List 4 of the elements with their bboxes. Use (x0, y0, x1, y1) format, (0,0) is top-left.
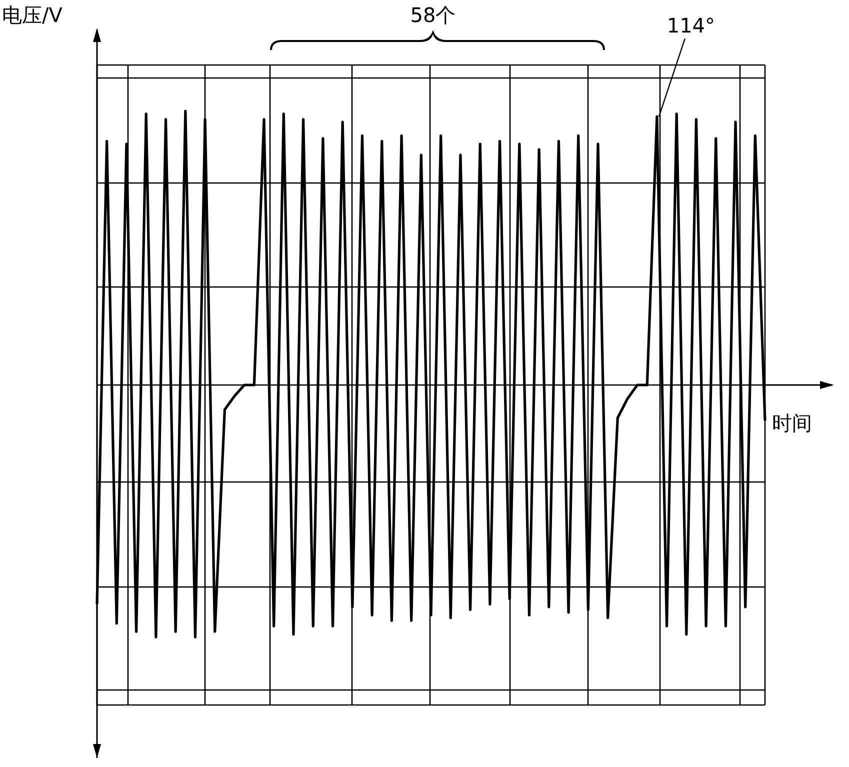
y-axis-title: 电压/V (2, 3, 63, 27)
text: 58个 (410, 3, 456, 27)
text: 114° (666, 14, 716, 38)
x-axis-title: 时间 (772, 411, 812, 435)
